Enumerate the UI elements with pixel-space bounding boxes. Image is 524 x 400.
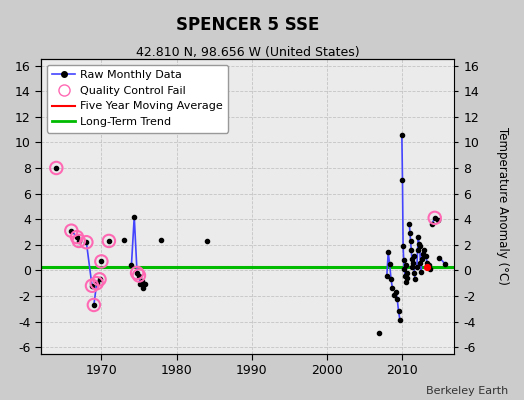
Point xyxy=(119,236,128,243)
Point xyxy=(422,253,430,260)
Point xyxy=(67,228,75,234)
Point xyxy=(387,276,395,282)
Point xyxy=(88,282,96,289)
Point xyxy=(399,257,408,263)
Point xyxy=(140,281,149,288)
Point xyxy=(398,176,407,183)
Point xyxy=(416,243,424,249)
Point xyxy=(74,238,83,244)
Point xyxy=(435,254,444,261)
Point xyxy=(402,279,410,285)
Point xyxy=(416,260,424,266)
Point xyxy=(135,272,143,279)
Point xyxy=(390,292,399,298)
Point xyxy=(408,256,416,262)
Point xyxy=(88,282,96,289)
Point xyxy=(413,263,421,270)
Title: 42.810 N, 98.656 W (United States): 42.810 N, 98.656 W (United States) xyxy=(136,46,359,59)
Point xyxy=(383,272,391,279)
Point xyxy=(413,247,422,253)
Text: Berkeley Earth: Berkeley Earth xyxy=(426,386,508,396)
Point xyxy=(401,272,409,279)
Point xyxy=(97,258,105,265)
Point xyxy=(405,221,413,228)
Point xyxy=(400,266,409,272)
Point xyxy=(133,270,141,276)
Point xyxy=(375,330,384,336)
Point xyxy=(417,268,425,275)
Point xyxy=(136,281,145,288)
Point xyxy=(97,258,105,265)
Point xyxy=(396,317,404,324)
Point xyxy=(431,215,439,221)
Point xyxy=(424,262,433,268)
Point xyxy=(401,262,410,268)
Point xyxy=(433,217,442,224)
Point xyxy=(391,289,400,295)
Point xyxy=(393,295,401,302)
Point xyxy=(93,280,101,286)
Point xyxy=(82,239,91,246)
Point xyxy=(130,214,138,220)
Point xyxy=(402,270,411,276)
Point xyxy=(406,230,414,236)
Legend: Raw Monthly Data, Quality Control Fail, Five Year Moving Average, Long-Term Tren: Raw Monthly Data, Quality Control Fail, … xyxy=(47,65,228,132)
Point xyxy=(410,253,418,260)
Point xyxy=(95,276,104,282)
Point xyxy=(105,238,113,244)
Point xyxy=(423,264,432,270)
Point xyxy=(82,239,91,246)
Point xyxy=(135,272,143,279)
Point xyxy=(133,270,141,276)
Point xyxy=(441,261,449,267)
Point xyxy=(407,247,416,253)
Point xyxy=(384,249,392,256)
Point xyxy=(90,302,98,308)
Point xyxy=(431,215,439,221)
Point xyxy=(398,132,406,138)
Point xyxy=(420,247,429,253)
Point xyxy=(73,234,81,240)
Point xyxy=(426,266,434,272)
Point xyxy=(428,221,436,228)
Point xyxy=(423,260,431,266)
Point xyxy=(414,234,422,240)
Point xyxy=(386,261,394,267)
Point xyxy=(395,308,403,314)
Point xyxy=(388,285,397,292)
Y-axis label: Temperature Anomaly (°C): Temperature Anomaly (°C) xyxy=(496,128,509,285)
Point xyxy=(95,276,104,282)
Point xyxy=(67,228,75,234)
Point xyxy=(202,238,211,244)
Point xyxy=(407,238,415,244)
Point xyxy=(90,302,98,308)
Point xyxy=(138,278,146,284)
Point xyxy=(157,236,166,243)
Point xyxy=(93,280,101,286)
Point xyxy=(410,270,419,276)
Point xyxy=(74,238,83,244)
Point xyxy=(418,250,427,257)
Point xyxy=(139,285,147,292)
Point xyxy=(52,165,60,171)
Point xyxy=(105,238,113,244)
Point xyxy=(52,165,60,171)
Text: SPENCER 5 SSE: SPENCER 5 SSE xyxy=(176,16,320,34)
Point xyxy=(408,263,417,270)
Point xyxy=(403,275,412,281)
Point xyxy=(411,276,419,282)
Point xyxy=(399,243,407,249)
Point xyxy=(409,260,417,266)
Point xyxy=(415,240,423,247)
Point xyxy=(127,262,136,268)
Point xyxy=(73,234,81,240)
Point xyxy=(418,256,426,262)
